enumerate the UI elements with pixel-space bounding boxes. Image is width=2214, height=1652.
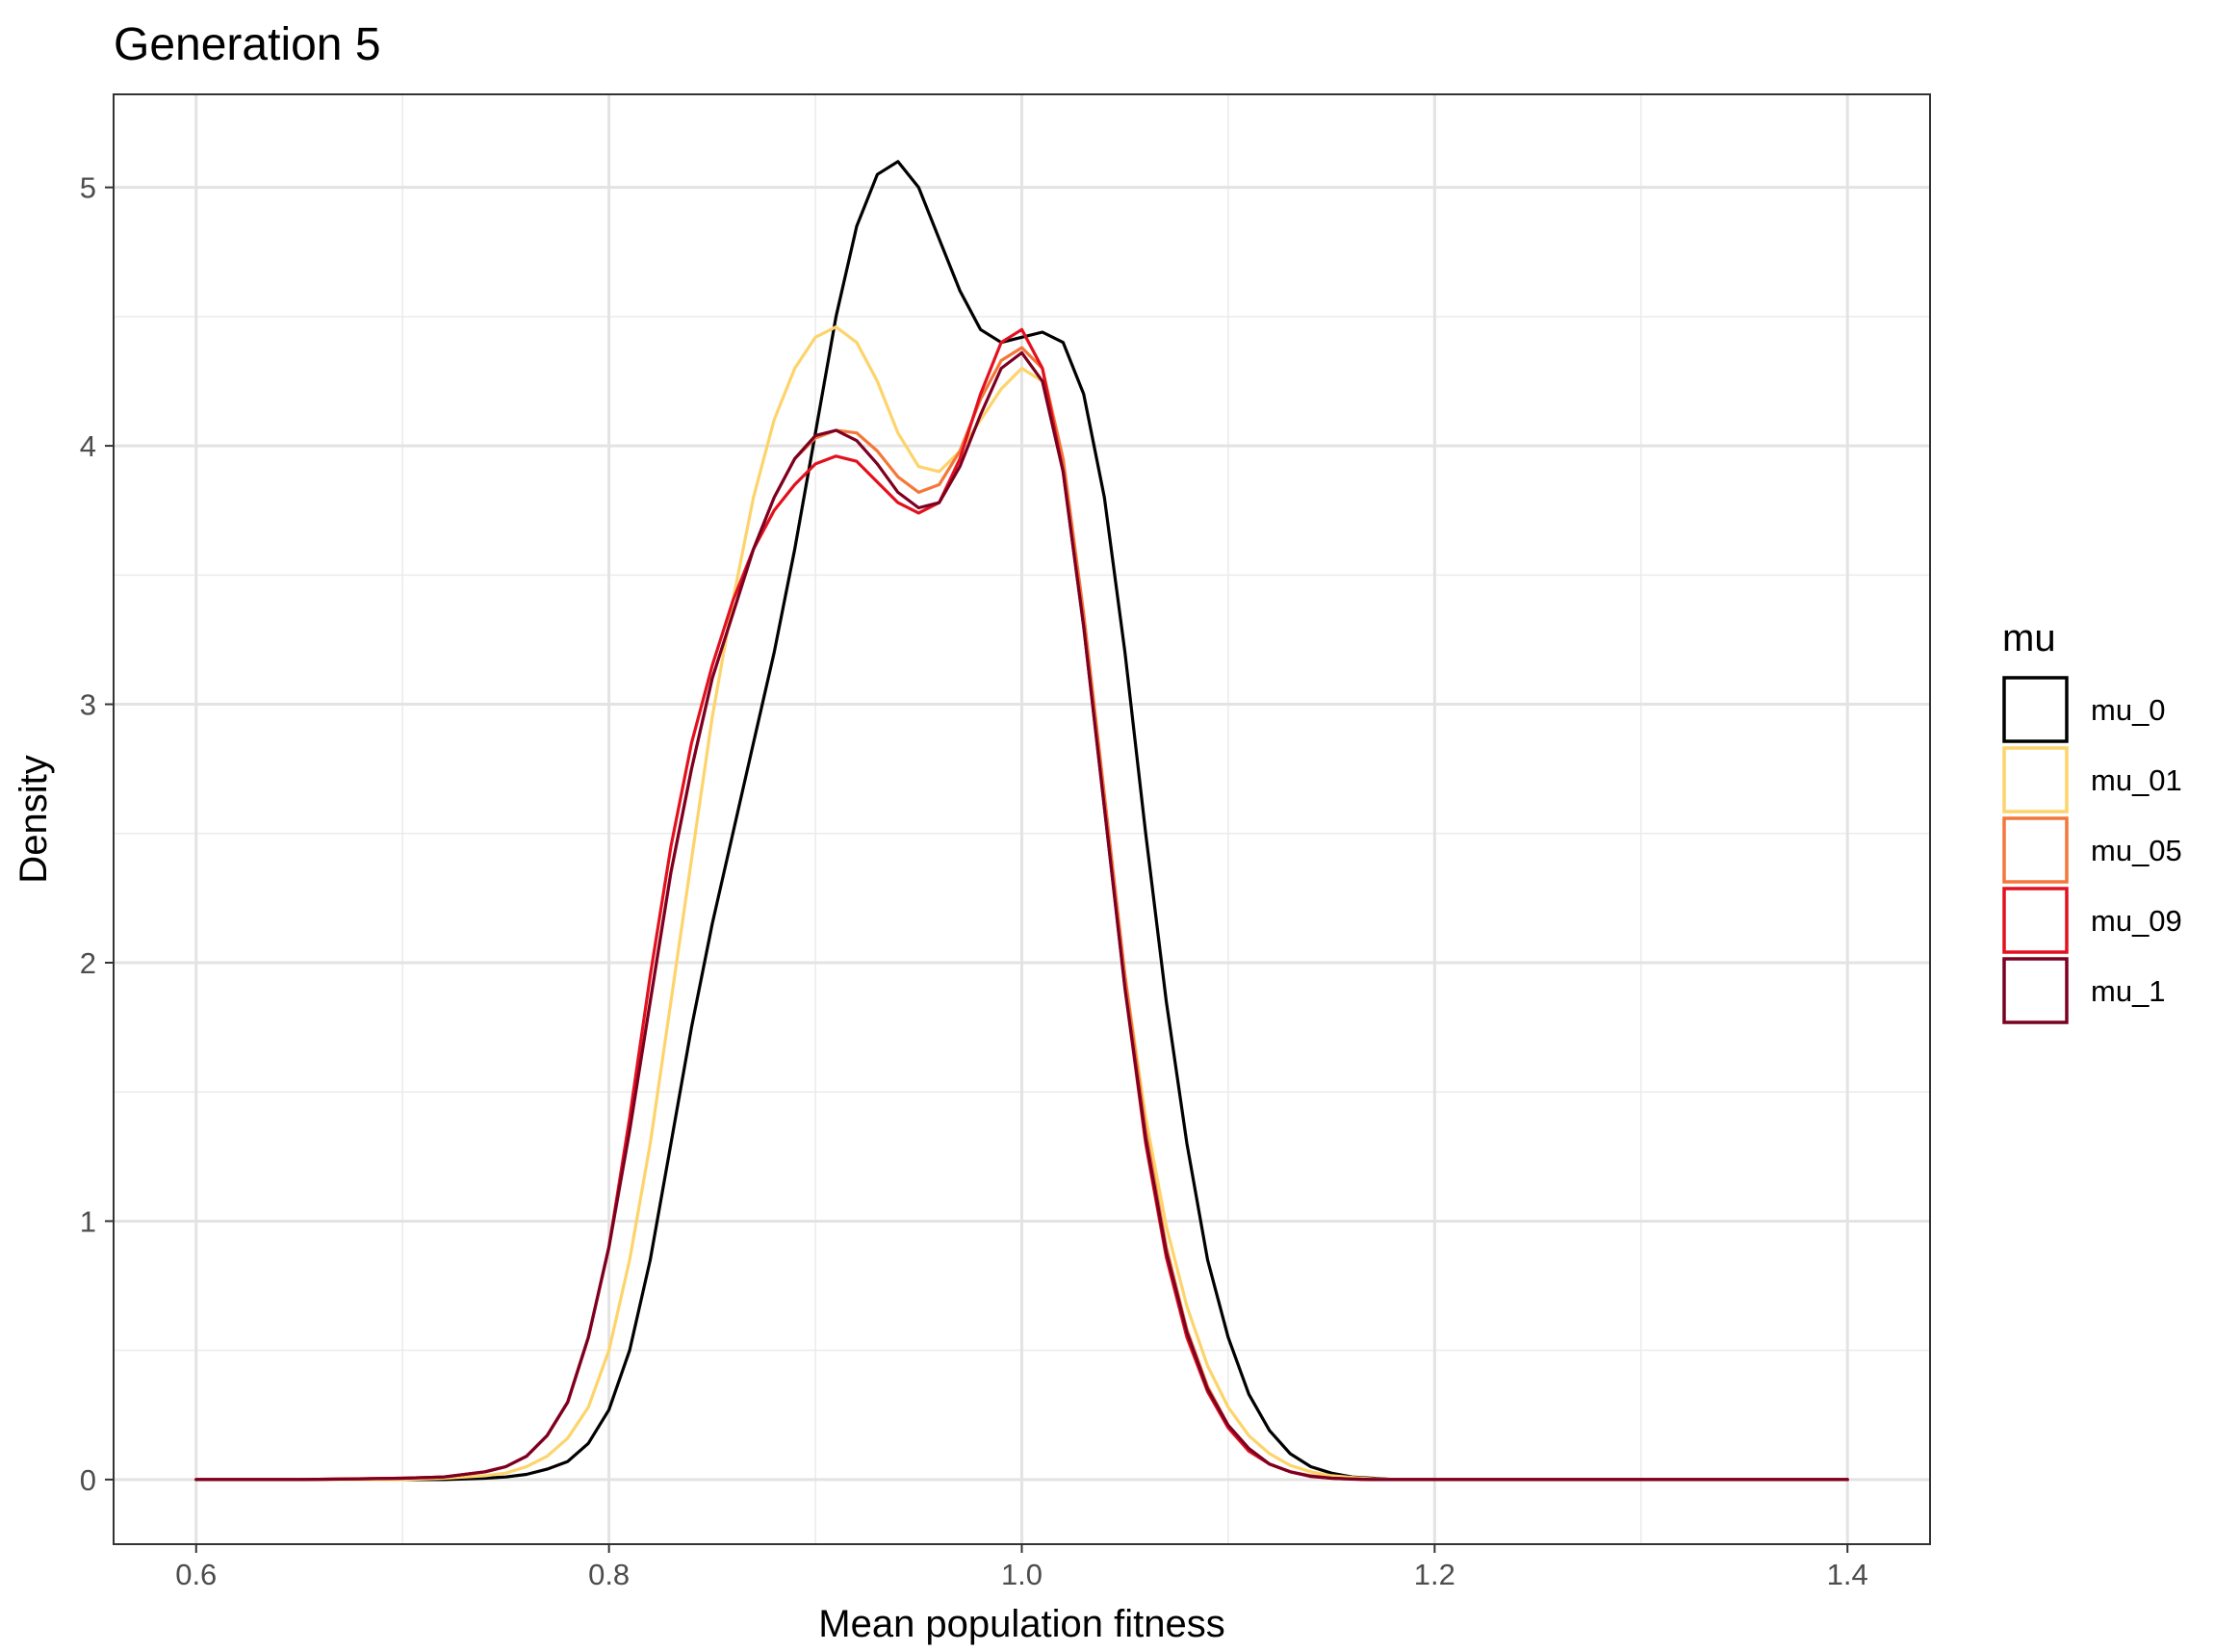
x-tick-label: 1.0 (1001, 1558, 1043, 1591)
legend-key-mu-0 (2002, 676, 2069, 743)
legend-key-mu-05 (2002, 816, 2069, 884)
y-tick-label: 1 (80, 1204, 96, 1238)
y-tick-label: 0 (80, 1463, 96, 1497)
series-lines (194, 160, 1849, 1482)
chart-title: Generation 5 (114, 19, 381, 70)
legend-label-mu-01: mu_01 (2091, 763, 2182, 797)
legend-title: mu (2002, 617, 2056, 659)
x-axis-title: Mean population fitness (818, 1603, 1225, 1645)
legend-label-mu-05: mu_05 (2091, 834, 2182, 867)
grid (114, 94, 1930, 1544)
y-tick-label: 3 (80, 688, 96, 722)
series-line-mu-1 (194, 350, 1849, 1482)
axis-ticks: 0.6 0.8 1.0 1.2 1.4 0 1 2 3 4 5 (80, 171, 1868, 1591)
legend-label-mu-1: mu_1 (2091, 974, 2166, 1008)
series-line-mu-0 (194, 160, 1849, 1482)
y-tick-label: 4 (80, 429, 96, 463)
legend-key-mu-09 (2002, 887, 2069, 954)
legend-label-mu-0: mu_0 (2091, 693, 2166, 727)
legend-key-mu-01 (2002, 746, 2069, 813)
x-tick-label: 0.6 (175, 1558, 217, 1591)
x-tick-label: 1.4 (1827, 1558, 1868, 1591)
legend-key-mu-1 (2002, 957, 2069, 1024)
y-tick-label: 5 (80, 171, 96, 205)
y-tick-label: 2 (80, 946, 96, 980)
x-tick-label: 0.8 (588, 1558, 630, 1591)
y-axis-title: Density (13, 755, 55, 883)
legend: mu mu_0 mu_01 mu_05 mu_09 mu_1 (2002, 617, 2182, 1024)
legend-label-mu-09: mu_09 (2091, 904, 2182, 938)
x-tick-label: 1.2 (1414, 1558, 1455, 1591)
